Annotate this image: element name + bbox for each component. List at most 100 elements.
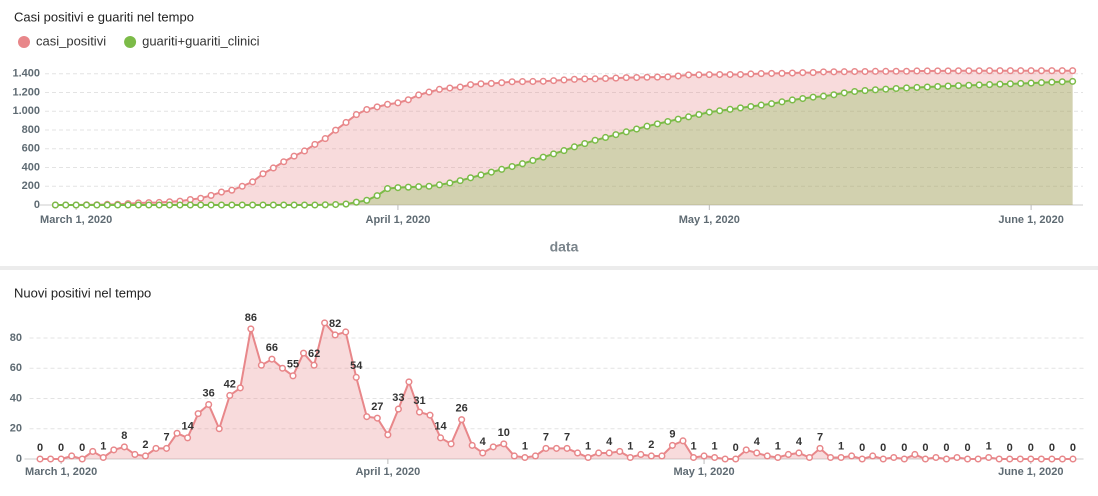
data-point [622,74,630,82]
data-point [62,201,70,209]
data-point [352,198,360,206]
data-point [300,147,309,155]
data-point [1017,67,1025,75]
data-point [259,170,267,178]
data-point [837,453,845,462]
data-point [695,71,703,79]
data-label: 2 [648,439,654,451]
data-point [892,67,900,75]
data-point [1037,67,1046,75]
x-axis-title: data [550,239,579,255]
data-label: 54 [350,360,363,372]
data-point [487,79,495,87]
data-point [437,434,445,442]
data-point [757,101,765,109]
data-point [716,107,724,115]
data-label: 66 [266,342,278,354]
data-point [840,68,848,76]
data-point [498,165,506,173]
data-point [458,416,466,424]
data-point [300,201,309,209]
data-point [1006,67,1014,75]
data-point [830,68,838,76]
data-point [257,361,265,369]
data-point [974,455,982,463]
data-point [757,70,765,78]
data-point [425,182,433,190]
data-point [861,87,869,95]
data-point [394,184,402,192]
data-point [321,319,329,327]
data-point [913,67,921,75]
data-point [477,171,485,179]
data-point [332,200,340,209]
data-point [996,67,1004,75]
data-point [310,361,318,369]
data-point [89,447,97,455]
data-label: 0 [922,442,928,454]
data-point [269,201,277,209]
data-point [1027,455,1035,463]
data-point [700,452,708,460]
data-point [643,122,651,130]
data-point [259,201,267,209]
data-point [944,82,952,90]
data-point [228,186,236,194]
data-point [426,411,434,419]
data-point [207,191,215,199]
data-point [342,118,350,127]
data-point [500,440,508,448]
data-label: 1 [100,440,106,452]
data-label: 4 [754,436,761,448]
data-point [685,113,693,121]
data-point [278,364,287,372]
area-fill [55,81,1073,205]
y-tick-label: 60 [10,362,22,374]
data-point [616,447,624,455]
data-point [612,131,620,139]
data-point [435,85,443,93]
data-point [819,92,828,100]
data-point [197,201,205,209]
data-label: 4 [796,436,803,448]
legend-label: guariti+guariti_clinici [142,33,260,48]
data-point [788,69,796,77]
data-point [726,105,734,113]
data-point [36,455,44,463]
data-point [215,425,223,433]
y-tick-label: 600 [22,143,40,155]
data-point [468,441,476,449]
data-point [858,455,866,463]
data-point [892,84,900,93]
data-point [1048,78,1056,86]
data-point [736,70,745,79]
data-label: 8 [121,430,127,442]
data-point [103,201,111,209]
panel-divider [0,266,1098,270]
data-point [311,201,319,209]
data-point [467,174,475,182]
data-point [342,200,350,208]
data-point [72,201,80,209]
data-label: 7 [564,431,570,443]
chart-title: Casi positivi e guariti nel tempo [14,9,194,24]
data-point [331,331,339,339]
data-point [882,85,890,93]
data-point [529,156,537,164]
y-tick-label: 40 [10,392,22,404]
data-label: 7 [817,431,823,443]
data-point [332,126,340,134]
data-point [633,125,641,133]
data-label: 1 [690,440,696,452]
data-point [184,434,192,442]
data-point [249,178,257,186]
data-point [155,201,163,209]
data-label: 4 [480,436,487,448]
data-point [664,73,672,81]
x-tick-label: June 1, 2020 [998,214,1063,226]
data-point [965,67,973,75]
data-point [944,67,952,75]
data-point [953,453,961,462]
data-point [1016,455,1024,463]
data-point [923,83,931,91]
